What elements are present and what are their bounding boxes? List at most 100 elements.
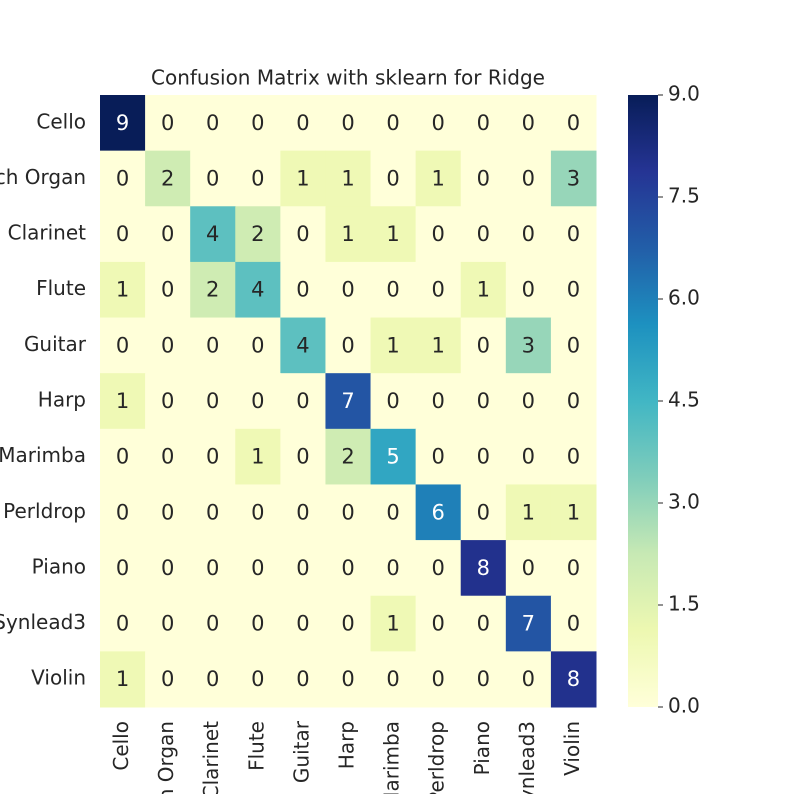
colorbar-tick-label: 3.0 [668, 490, 700, 514]
cell-label: 0 [161, 222, 174, 246]
cell-label: 0 [116, 612, 129, 636]
heatmap-cell [190, 595, 236, 652]
cell-label: 0 [522, 111, 535, 135]
cell-label: 0 [386, 278, 399, 302]
heatmap-cell [145, 428, 191, 485]
cell-label: 0 [251, 667, 264, 691]
cell-label: 0 [161, 667, 174, 691]
heatmap-cell [460, 261, 507, 319]
heatmap-cell [100, 595, 146, 652]
heatmap-cell [190, 651, 236, 708]
heatmap-cell [145, 595, 191, 652]
heatmap-cell [460, 373, 507, 430]
heatmap-cell [190, 484, 236, 541]
heatmap-cell [415, 150, 462, 207]
cell-label: 1 [116, 278, 129, 302]
cell-label: 0 [206, 166, 219, 190]
cell-label: 0 [341, 333, 354, 357]
heatmap-cell [325, 428, 372, 485]
cell-label: 4 [251, 278, 264, 302]
cell-label: 1 [431, 333, 444, 357]
heatmap-cell [550, 261, 597, 319]
cell-label: 0 [341, 500, 354, 524]
heatmap-cell [460, 484, 507, 541]
heatmap-cell [235, 428, 281, 485]
x-tick-label: Piano [470, 721, 494, 775]
heatmap-cell [100, 373, 146, 430]
heatmap-cell [100, 206, 146, 263]
heatmap-cell [415, 540, 462, 597]
cell-label: 0 [431, 445, 444, 469]
cell-label: 0 [567, 445, 580, 469]
heatmap-cell [415, 317, 462, 374]
heatmap-cell [505, 540, 552, 597]
y-tick-label: Guitar [24, 332, 87, 356]
heatmap-cell [505, 150, 552, 207]
cell-label: 0 [116, 556, 129, 580]
cell-label: 0 [296, 445, 309, 469]
heatmap-cell [280, 373, 326, 430]
y-tick-label: Clarinet [8, 221, 87, 245]
cell-label: 0 [386, 667, 399, 691]
cell-label: 0 [567, 222, 580, 246]
heatmap-cell [325, 373, 372, 430]
heatmap-cell [100, 484, 146, 541]
cell-label: 4 [206, 222, 219, 246]
y-tick-label: Perldrop [3, 499, 86, 523]
heatmap-cell [370, 261, 417, 319]
cell-label: 0 [431, 111, 444, 135]
heatmap-cell [235, 540, 281, 597]
heatmap-cell [190, 317, 236, 374]
heatmap-cell [190, 95, 236, 152]
heatmap-cell [145, 373, 191, 430]
heatmap-cell [370, 206, 417, 263]
heatmap-cell [415, 484, 462, 541]
cell-label: 0 [341, 667, 354, 691]
cell-label: 5 [386, 445, 399, 469]
heatmap-cell [235, 261, 281, 319]
heatmap-cell [550, 595, 597, 652]
heatmap-cell [280, 595, 326, 652]
heatmap-cell [190, 261, 236, 319]
cell-label: 0 [477, 445, 490, 469]
cell-label: 0 [161, 556, 174, 580]
heatmap-cell [280, 428, 326, 485]
cell-label: 0 [161, 278, 174, 302]
y-tick-label: Violin [31, 666, 86, 690]
cell-label: 0 [296, 111, 309, 135]
chart-title: Confusion Matrix with sklearn for Ridge [151, 66, 545, 90]
cell-label: 0 [296, 389, 309, 413]
heatmap-cell [370, 317, 417, 374]
cell-label: 0 [567, 111, 580, 135]
cell-label: 0 [477, 111, 490, 135]
cell-label: 0 [296, 278, 309, 302]
colorbar [628, 95, 658, 707]
cell-label: 0 [206, 556, 219, 580]
cell-label: 0 [206, 333, 219, 357]
heatmap-cell [550, 484, 597, 541]
cell-label: 0 [522, 667, 535, 691]
heatmap-cell [280, 540, 326, 597]
heatmap-cell [505, 428, 552, 485]
heatmap-cell [145, 206, 191, 263]
heatmap-cell [280, 317, 326, 374]
x-tick-label: Cello [109, 721, 133, 771]
cell-label: 0 [522, 222, 535, 246]
heatmap-cell [550, 428, 597, 485]
cell-label: 0 [522, 445, 535, 469]
cell-label: 0 [567, 556, 580, 580]
heatmap-cell [370, 540, 417, 597]
heatmap-cell [370, 484, 417, 541]
heatmap-cell [190, 540, 236, 597]
cell-label: 0 [386, 500, 399, 524]
heatmap-cell [460, 540, 507, 597]
heatmap-cell [505, 206, 552, 263]
heatmap-cell [190, 206, 236, 263]
heatmap-cell [460, 651, 507, 708]
cell-label: 0 [477, 166, 490, 190]
cell-label: 1 [386, 333, 399, 357]
heatmap-cell [505, 373, 552, 430]
cell-label: 0 [296, 556, 309, 580]
cell-label: 0 [251, 166, 264, 190]
cell-label: 2 [251, 222, 264, 246]
